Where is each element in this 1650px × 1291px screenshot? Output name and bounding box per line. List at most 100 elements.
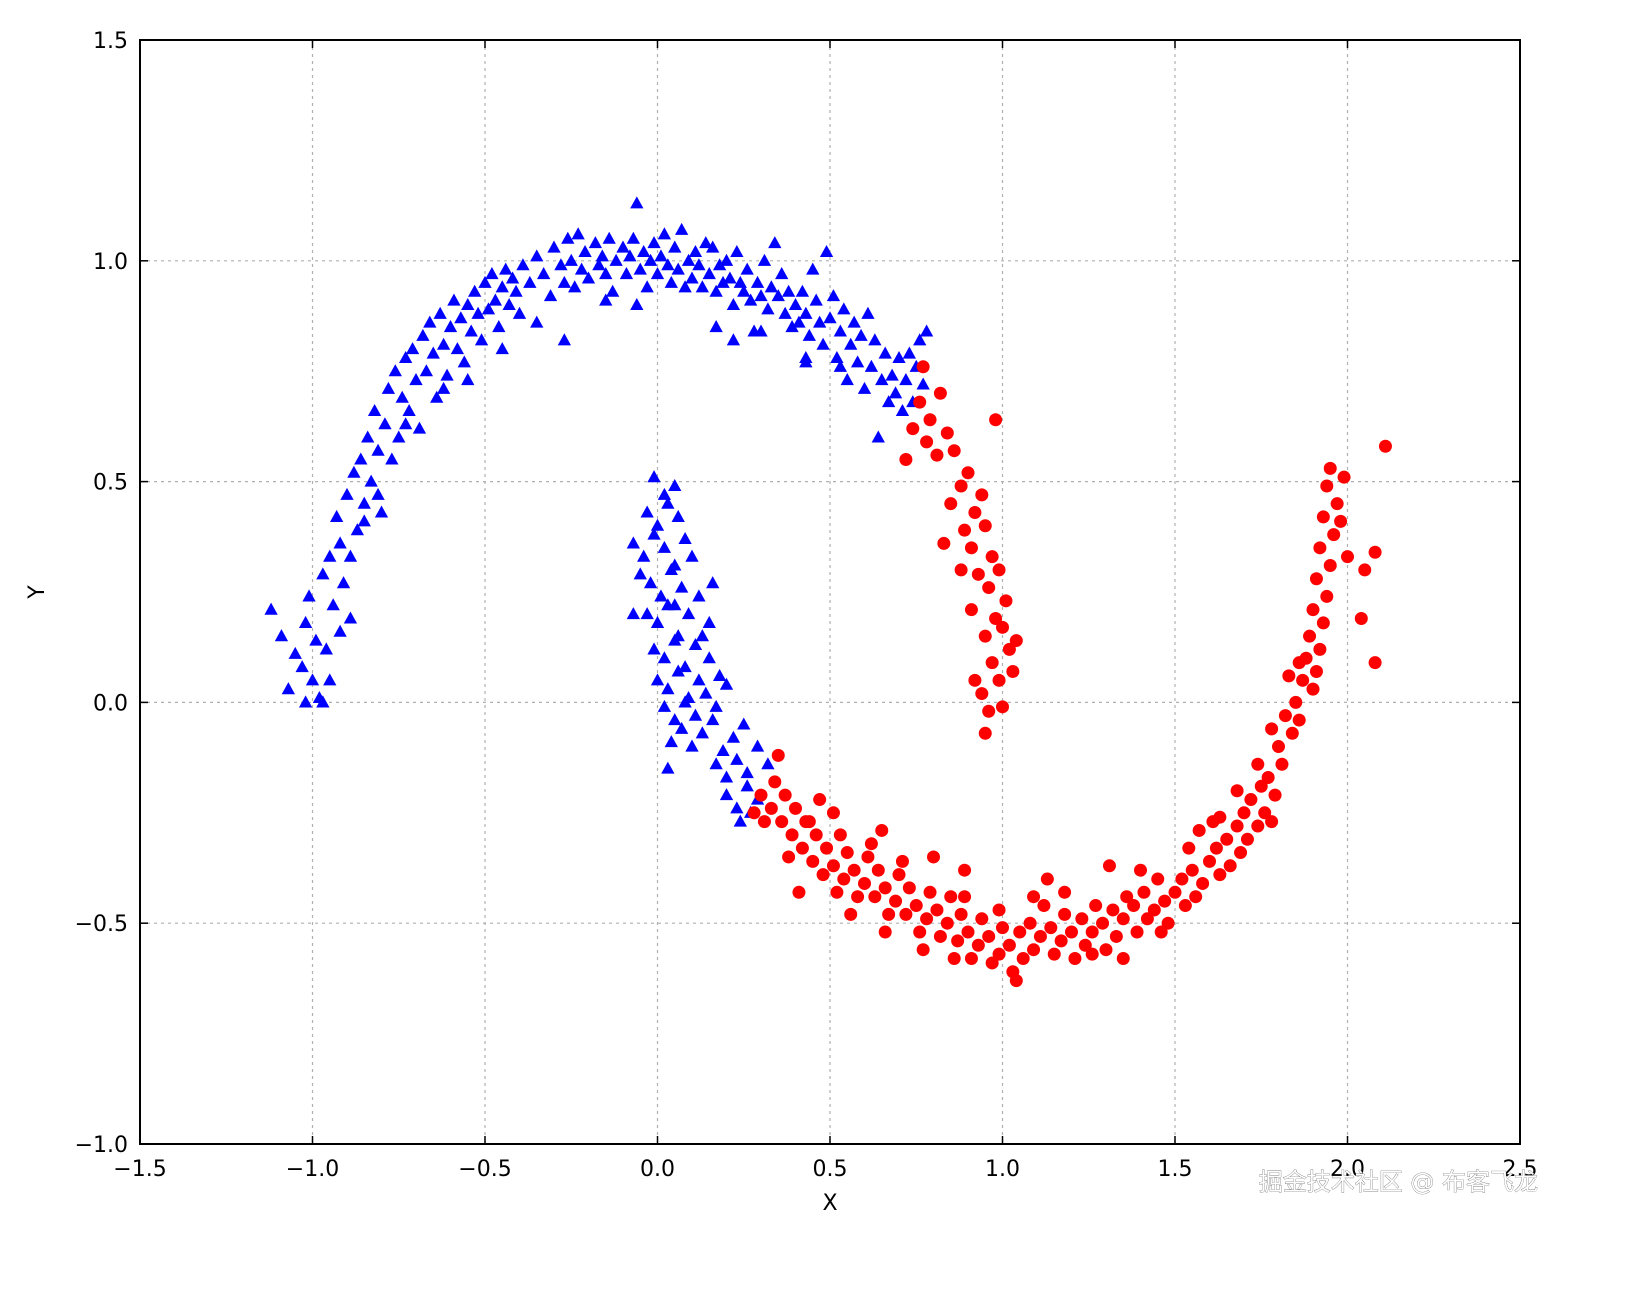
data-point-circle bbox=[930, 903, 944, 917]
data-point-circle bbox=[996, 620, 1009, 634]
data-point-triangle bbox=[637, 244, 651, 258]
data-point-circle bbox=[1044, 921, 1058, 935]
data-point-circle bbox=[1261, 770, 1275, 784]
data-point-triangle bbox=[740, 779, 754, 792]
data-point-triangle bbox=[650, 267, 665, 280]
data-point-triangle bbox=[895, 403, 910, 416]
data-point-triangle bbox=[678, 532, 692, 545]
data-point-circle bbox=[1278, 709, 1292, 723]
x-axis-label: X bbox=[822, 1191, 837, 1216]
data-point-triangle bbox=[671, 262, 685, 275]
data-point-circle bbox=[899, 907, 913, 921]
data-point-circle bbox=[1334, 514, 1348, 528]
data-point-circle bbox=[1037, 899, 1051, 913]
data-point-circle bbox=[978, 519, 992, 533]
data-point-triangle bbox=[557, 333, 571, 346]
data-point-triangle bbox=[485, 267, 499, 280]
data-point-triangle bbox=[561, 231, 575, 244]
data-point-triangle bbox=[737, 284, 751, 297]
data-point-circle bbox=[754, 788, 768, 802]
x-tick-label: 2.0 bbox=[1330, 1157, 1365, 1182]
data-point-triangle bbox=[675, 222, 689, 235]
data-point-circle bbox=[933, 929, 947, 943]
data-point-triangle bbox=[343, 549, 358, 562]
data-point-circle bbox=[1251, 757, 1265, 771]
data-point-circle bbox=[847, 863, 861, 877]
data-point-circle bbox=[1006, 664, 1020, 678]
data-point-circle bbox=[923, 413, 937, 427]
data-point-triangle bbox=[568, 280, 582, 293]
data-point-triangle bbox=[668, 598, 682, 611]
data-point-triangle bbox=[599, 293, 613, 306]
data-point-triangle bbox=[657, 227, 672, 240]
data-point-circle bbox=[913, 395, 927, 409]
data-point-triangle bbox=[754, 324, 768, 337]
data-point-triangle bbox=[637, 549, 651, 562]
data-point-circle bbox=[909, 899, 923, 913]
data-point-triangle bbox=[878, 346, 892, 359]
data-point-triangle bbox=[530, 249, 544, 262]
data-point-circle bbox=[1192, 823, 1206, 837]
data-point-triangle bbox=[374, 505, 389, 518]
data-point-triangle bbox=[571, 227, 585, 240]
data-point-triangle bbox=[750, 275, 765, 288]
data-point-circle bbox=[1013, 925, 1027, 939]
data-point-triangle bbox=[316, 567, 330, 580]
data-point-triangle bbox=[457, 355, 471, 368]
data-point-triangle bbox=[806, 262, 820, 275]
data-point-triangle bbox=[430, 390, 444, 403]
data-point-triangle bbox=[892, 350, 906, 363]
data-point-circle bbox=[775, 815, 789, 829]
data-point-circle bbox=[1175, 872, 1189, 886]
data-point-triangle bbox=[761, 302, 775, 315]
data-point-circle bbox=[916, 943, 930, 957]
data-point-circle bbox=[892, 868, 906, 882]
data-point-triangle bbox=[706, 576, 720, 589]
data-point-triangle bbox=[478, 275, 492, 288]
data-point-circle bbox=[937, 536, 951, 550]
data-point-triangle bbox=[340, 487, 354, 500]
data-point-triangle bbox=[298, 695, 313, 708]
data-point-circle bbox=[1120, 890, 1134, 904]
data-point-circle bbox=[1337, 470, 1351, 484]
data-point-triangle bbox=[395, 390, 409, 403]
data-point-circle bbox=[757, 815, 771, 829]
data-point-circle bbox=[933, 386, 947, 400]
data-point-circle bbox=[975, 488, 989, 502]
data-point-circle bbox=[1316, 510, 1330, 524]
data-point-triangle bbox=[409, 373, 423, 386]
data-point-circle bbox=[992, 947, 1006, 961]
data-point-triangle bbox=[630, 297, 644, 310]
data-point-circle bbox=[996, 700, 1009, 714]
data-point-circle bbox=[1237, 806, 1251, 820]
data-point-circle bbox=[1185, 863, 1199, 877]
data-point-circle bbox=[1068, 952, 1082, 966]
data-point-triangle bbox=[661, 496, 675, 509]
data-point-triangle bbox=[274, 629, 289, 642]
data-point-triangle bbox=[706, 713, 720, 726]
data-point-triangle bbox=[281, 682, 295, 695]
data-point-circle bbox=[906, 422, 920, 436]
data-point-circle bbox=[882, 907, 896, 921]
data-point-triangle bbox=[671, 509, 685, 522]
data-point-circle bbox=[1272, 740, 1285, 754]
data-point-circle bbox=[868, 890, 882, 904]
data-point-triangle bbox=[295, 660, 309, 673]
data-point-circle bbox=[1378, 439, 1392, 453]
data-point-circle bbox=[768, 775, 782, 789]
data-point-triangle bbox=[837, 302, 851, 315]
data-point-circle bbox=[1116, 952, 1130, 966]
data-point-triangle bbox=[813, 315, 827, 328]
data-point-triangle bbox=[474, 333, 489, 346]
data-point-triangle bbox=[702, 651, 716, 664]
data-point-circle bbox=[1033, 929, 1047, 943]
data-point-circle bbox=[951, 934, 965, 948]
data-point-triangle bbox=[357, 496, 371, 509]
data-point-circle bbox=[1323, 559, 1337, 573]
data-point-circle bbox=[1209, 841, 1223, 855]
data-point-triangle bbox=[716, 275, 730, 288]
data-point-circle bbox=[1292, 713, 1306, 727]
data-point-triangle bbox=[709, 320, 723, 333]
data-point-triangle bbox=[447, 293, 461, 306]
